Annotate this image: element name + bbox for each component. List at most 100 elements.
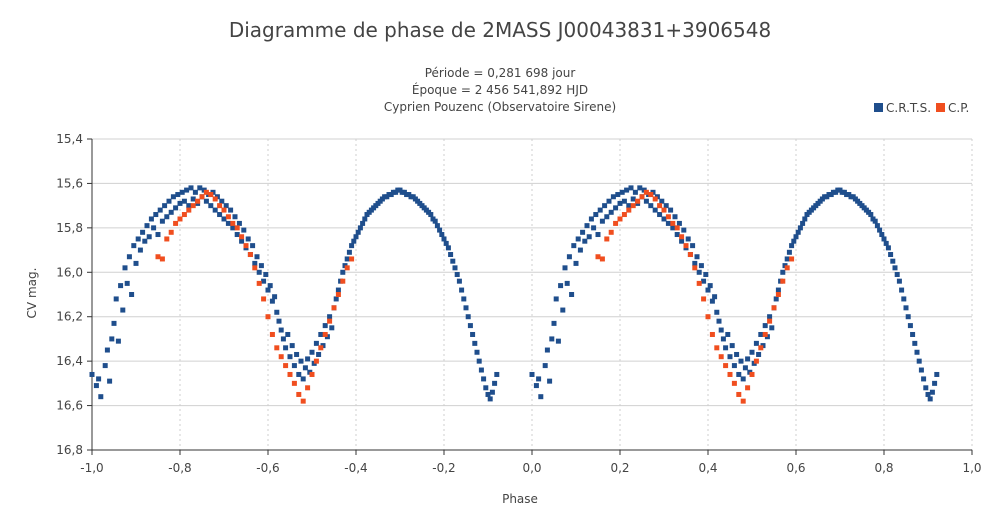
data-point — [316, 351, 322, 357]
data-point — [232, 214, 238, 220]
data-point — [872, 218, 878, 224]
data-point — [775, 292, 781, 297]
data-point — [745, 356, 751, 362]
data-point — [318, 331, 324, 337]
data-point — [120, 307, 126, 313]
data-point — [696, 269, 702, 275]
data-point — [553, 296, 559, 302]
axes — [87, 138, 973, 455]
data-point — [129, 292, 135, 297]
data-point — [784, 265, 790, 271]
series-cp — [155, 189, 795, 404]
data-point — [720, 336, 726, 342]
data-point — [272, 294, 278, 300]
data-point — [208, 192, 214, 198]
data-point — [604, 214, 610, 220]
data-point — [868, 212, 874, 218]
data-point — [621, 212, 627, 218]
data-point — [877, 227, 883, 233]
y-tick-label: 15,6 — [56, 176, 83, 190]
data-point — [551, 320, 557, 326]
data-point — [177, 200, 183, 206]
chart-subtitle-observer: Cyprien Pouzenc (Observatoire Sirene) — [384, 100, 616, 114]
data-point — [762, 323, 768, 329]
data-point — [665, 214, 671, 220]
data-point — [727, 371, 733, 377]
data-point — [560, 307, 566, 313]
data-point — [595, 232, 601, 238]
data-point — [274, 345, 280, 351]
data-point — [296, 371, 302, 377]
data-point — [626, 203, 632, 209]
data-point — [294, 351, 300, 357]
data-point — [676, 220, 682, 226]
data-point — [483, 385, 489, 391]
data-point — [291, 363, 297, 369]
data-point — [289, 343, 295, 349]
data-point — [729, 343, 735, 349]
y-tick-label: 15,8 — [56, 221, 83, 235]
data-point — [621, 198, 627, 204]
data-point — [234, 232, 240, 238]
data-point — [628, 185, 634, 191]
data-point — [753, 340, 759, 346]
data-point — [800, 220, 806, 226]
data-point — [694, 254, 700, 260]
data-point — [135, 236, 141, 242]
data-point — [791, 238, 797, 244]
data-point — [606, 198, 612, 204]
data-point — [679, 238, 685, 244]
data-point — [604, 236, 610, 242]
data-point — [450, 258, 456, 264]
data-point — [648, 192, 654, 198]
data-point — [896, 278, 902, 284]
data-point — [197, 185, 203, 191]
data-point — [208, 203, 214, 209]
data-point — [478, 367, 484, 373]
data-point — [428, 212, 434, 218]
data-point — [181, 212, 187, 218]
data-point — [467, 323, 473, 329]
data-point — [577, 247, 583, 253]
data-point — [280, 336, 286, 342]
data-point — [476, 358, 482, 364]
data-point — [278, 327, 284, 333]
data-point — [789, 243, 795, 249]
chart-title: Diagramme de phase de 2MASS J00043831+39… — [229, 18, 771, 42]
data-point — [203, 189, 209, 195]
data-point — [89, 371, 95, 377]
data-point — [544, 347, 550, 353]
data-point — [899, 287, 905, 293]
data-point — [283, 363, 289, 369]
data-point — [168, 209, 174, 215]
data-point — [885, 245, 891, 251]
legend-label-cp: C.P. — [948, 101, 969, 115]
data-point — [582, 238, 588, 244]
data-point — [245, 236, 251, 242]
data-point — [300, 398, 306, 404]
data-point — [261, 296, 267, 302]
data-point — [203, 198, 209, 204]
data-point — [344, 256, 350, 262]
data-point — [274, 309, 280, 315]
data-point — [681, 227, 687, 233]
y-tick-label: 16,4 — [56, 354, 83, 368]
x-tick-label: -1,0 — [80, 461, 103, 475]
data-point — [133, 260, 139, 266]
data-point — [236, 220, 242, 226]
data-point — [705, 314, 711, 320]
data-point — [474, 349, 480, 355]
data-point — [586, 234, 592, 240]
data-point — [287, 354, 293, 360]
x-tick-label: -0,2 — [432, 461, 455, 475]
data-point — [630, 196, 636, 202]
data-point — [890, 258, 896, 264]
data-point — [705, 287, 711, 293]
data-point — [166, 198, 172, 204]
data-point — [333, 296, 339, 302]
data-point — [723, 345, 729, 351]
data-point — [329, 325, 335, 331]
data-point — [142, 238, 148, 244]
data-point — [769, 325, 775, 331]
x-axis-label: Phase — [502, 492, 538, 506]
